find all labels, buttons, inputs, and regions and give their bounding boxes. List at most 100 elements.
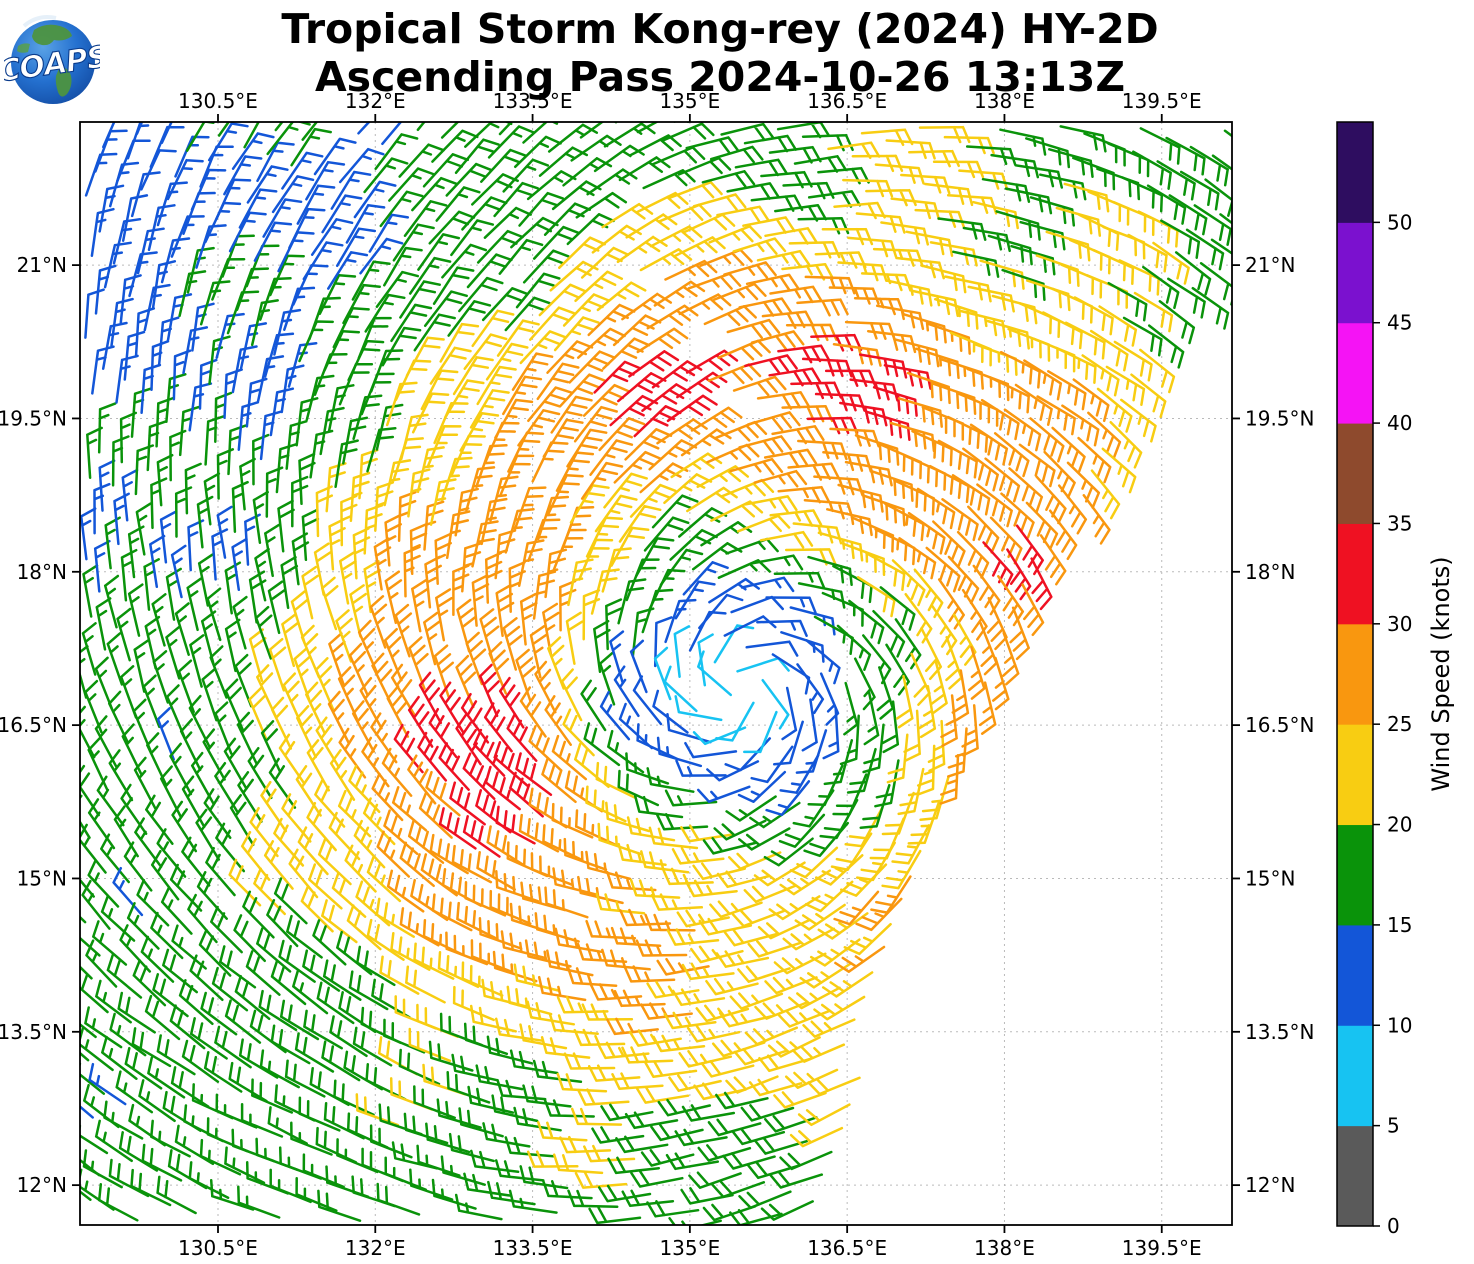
wind-barb (1121, 176, 1164, 213)
wind-barb (462, 815, 501, 858)
wind-barb (475, 1064, 524, 1091)
wind-barb (587, 303, 636, 337)
wind-barb (165, 625, 181, 680)
wind-barb (106, 632, 124, 686)
wind-barb (872, 386, 918, 417)
wind-barb (506, 841, 549, 878)
wind-barb (636, 122, 690, 134)
wind-barb (549, 260, 599, 292)
wind-barb (749, 801, 801, 829)
wind-barb (342, 283, 381, 325)
y-axis-tick-label-left: 16.5°N (0, 713, 67, 737)
colorbar-segment (1337, 623, 1373, 725)
wind-barb (169, 742, 193, 796)
wind-barb (555, 451, 595, 492)
wind-barb (951, 669, 970, 723)
wind-barb (956, 530, 990, 579)
wind-barb (843, 922, 892, 956)
wind-barb (661, 867, 714, 886)
wind-barb (371, 652, 393, 706)
wind-barb (1035, 254, 1080, 287)
wind-barb (566, 966, 618, 988)
wind-barb (302, 1153, 345, 1189)
wind-barb (913, 568, 944, 619)
wind-barb (1107, 142, 1150, 178)
wind-barb (1036, 395, 1076, 436)
wind-barb (420, 853, 458, 897)
wind-barb (511, 352, 554, 391)
wind-barb (281, 151, 324, 190)
wind-barb (458, 276, 504, 313)
wind-barb (260, 780, 288, 833)
wind-barb (120, 548, 138, 602)
wind-barb (908, 149, 960, 168)
chart-title-line2: Ascending Pass 2024-10-26 13:13Z (314, 53, 1126, 101)
wind-barb (452, 356, 494, 396)
wind-barb (907, 511, 946, 555)
wind-barb (470, 939, 514, 974)
wind-barb (518, 191, 565, 227)
wind-barb (189, 1017, 228, 1060)
wind-barb (513, 486, 547, 531)
wind-barb (149, 534, 166, 589)
wind-barb (761, 310, 815, 330)
wind-barb (258, 989, 298, 1032)
wind-barb (849, 378, 899, 402)
wind-barb (636, 327, 689, 354)
wind-barb (566, 213, 615, 246)
wind-barb (623, 965, 676, 983)
y-axis-tick-label-left: 12°N (17, 1173, 67, 1197)
wind-barb (810, 333, 863, 352)
wind-barb (589, 983, 643, 1001)
wind-barb (697, 1144, 752, 1162)
wind-barb (534, 660, 557, 714)
colorbar-segment (1337, 322, 1373, 424)
wind-barb (328, 632, 346, 686)
wind-barb (787, 462, 840, 481)
wind-barb (595, 761, 637, 800)
wind-barb (142, 674, 161, 729)
wind-barb (646, 1200, 700, 1218)
wind-barb (651, 360, 703, 389)
colorbar-segment (1337, 222, 1373, 324)
wind-barb (613, 450, 662, 484)
colorbar-tick-label: 40 (1387, 411, 1412, 435)
wind-barb (934, 297, 979, 330)
wind-barb (498, 676, 525, 729)
wind-barb (893, 479, 935, 516)
x-axis-tick-label-bottom: 130.5°E (178, 1236, 258, 1260)
wind-barb (215, 178, 252, 221)
wind-barb (498, 238, 544, 275)
wind-barb (729, 457, 784, 476)
wind-barb (437, 951, 480, 989)
wind-barb (687, 272, 742, 290)
globe-icon (11, 20, 95, 104)
wind-barb (206, 587, 222, 642)
wind-barb (1167, 277, 1206, 319)
wind-barb (558, 373, 606, 408)
wind-barb (456, 598, 477, 653)
wind-barb (552, 1153, 604, 1175)
plot-frame (79, 121, 1233, 1226)
wind-barb (1146, 184, 1187, 225)
wind-barb (281, 793, 312, 843)
wind-barb (895, 674, 914, 729)
wind-barb (854, 434, 900, 466)
wind-barb (962, 226, 1011, 253)
wind-barb (801, 698, 818, 752)
wind-barb (467, 1085, 515, 1114)
wind-barb (684, 741, 738, 759)
wind-barb (531, 441, 569, 483)
wind-barb (633, 794, 684, 819)
colorbar: 0 5 10 15 20 25 30 35 40 45 50 Wind Speed (knots) (1336, 121, 1455, 1238)
wind-barb (445, 931, 489, 966)
wind-barb (106, 953, 143, 999)
wind-barb (1033, 337, 1076, 373)
y-axis-tick-label-right: 18°N (1245, 560, 1295, 584)
wind-barb (738, 1190, 792, 1210)
wind-barb (706, 443, 760, 464)
wind-barb (329, 1015, 368, 1058)
wind-barb (240, 1103, 284, 1138)
wind-barb (1109, 420, 1143, 469)
wind-barb (494, 1159, 545, 1182)
